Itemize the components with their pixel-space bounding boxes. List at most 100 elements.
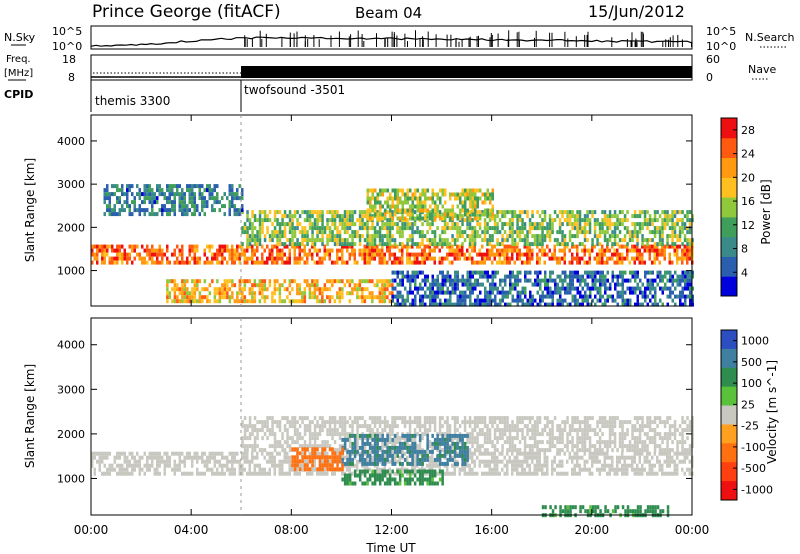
echo-cell [536,467,539,472]
echo-cell [396,216,399,221]
echo-cell [624,298,627,303]
echo-cell [171,279,174,284]
echo-cell [381,444,384,449]
echo-cell [376,295,379,300]
echo-cell [283,471,286,476]
echo-cell [368,416,372,421]
echo-cell [611,214,614,219]
echo-cell [341,260,344,265]
echo-cell [416,270,419,275]
echo-cell [491,467,494,472]
echo-cell [341,252,344,257]
echo-cell [171,451,174,456]
echo-cell [518,463,521,468]
echo-cell [261,222,264,227]
echo-cell [633,260,636,265]
echo-cell [661,274,664,279]
echo-cell [564,290,567,295]
echo-cell [681,230,684,235]
echo-cell [286,471,289,476]
echo-cell [353,234,357,239]
echo-cell [474,302,477,307]
echo-cell [511,252,514,257]
echo-cell [459,200,462,205]
echo-cell [451,222,454,227]
echo-cell [461,188,464,193]
echo-cell [156,184,159,189]
echo-cell [406,218,409,223]
echo-cell [316,420,319,425]
echo-cell [469,286,472,291]
echo-cell [399,208,402,213]
echo-cell [356,444,359,449]
echo-cell [516,459,519,464]
echo-cell [554,286,557,291]
echo-cell [148,463,151,468]
echo-cell [476,210,479,215]
echo-cell [658,214,662,219]
echo-cell [358,287,362,292]
echo-cell [544,270,547,275]
echo-cell [391,298,394,303]
echo-cell [276,451,279,456]
echo-cell [178,299,182,304]
echo-cell [468,234,472,239]
echo-cell [236,451,239,456]
echo-cell [451,248,454,253]
echo-cell [563,244,566,249]
echo-cell [681,459,684,464]
echo-cell [366,248,369,253]
echo-cell [631,459,634,464]
echo-cell [601,467,604,472]
echo-cell [621,294,624,299]
echo-cell [466,196,469,201]
echo-cell [283,252,286,257]
echo-cell [333,238,337,243]
echo-cell [681,274,684,279]
echo-cell [468,471,471,476]
echo-cell [286,222,289,227]
echo-cell [686,270,689,275]
echo-cell [171,208,174,213]
echo-cell [671,230,674,235]
echo-cell [551,298,554,303]
echo-cell [93,467,96,472]
echo-cell [441,244,444,249]
echo-cell [183,291,187,296]
echo-cell [606,278,609,283]
echo-cell [596,256,599,261]
echo-cell [308,252,311,257]
echo-cell [539,282,542,287]
echo-cell [251,256,254,261]
echo-cell [561,222,564,227]
echo-cell [338,214,342,219]
echo-cell [158,192,161,197]
echo-cell [293,299,297,304]
echo-cell [356,432,359,437]
echo-cell [191,204,194,209]
echo-cell [121,192,124,197]
echo-cell [659,274,662,279]
echo-cell [654,290,657,295]
echo-cell [394,204,397,209]
echo-cell [261,451,264,456]
echo-cell [173,463,176,468]
echo-cell [508,244,511,249]
echo-cell [654,278,657,283]
echo-cell [581,302,584,307]
echo-cell [428,244,431,249]
echo-cell [228,451,231,456]
echo-cell [543,214,547,219]
echo-cell [684,286,687,291]
echo-cell [118,455,121,460]
echo-cell [248,424,252,429]
echo-cell [306,471,309,476]
echo-cell [346,214,349,219]
echo-cell [398,256,401,261]
echo-cell [598,242,602,247]
echo-cell [106,451,109,456]
echo-cell [268,471,271,476]
echo-cell [111,463,114,468]
echo-cell [96,459,99,464]
